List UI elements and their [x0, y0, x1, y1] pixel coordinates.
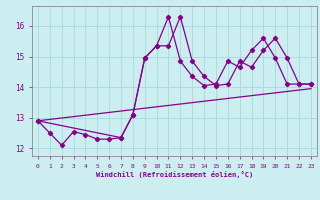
X-axis label: Windchill (Refroidissement éolien,°C): Windchill (Refroidissement éolien,°C) [96, 171, 253, 178]
